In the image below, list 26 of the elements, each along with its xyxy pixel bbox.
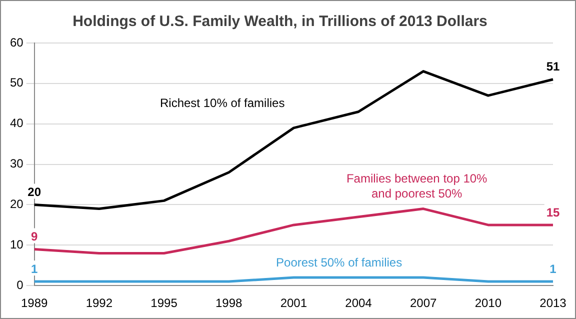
x-tick-label: 2010 bbox=[474, 296, 502, 310]
x-tick-label: 2001 bbox=[280, 296, 308, 310]
data-label: 1 bbox=[550, 262, 557, 276]
y-tick-label: 10 bbox=[10, 237, 24, 252]
data-label: 20 bbox=[28, 185, 42, 200]
x-tick-label: 2013 bbox=[540, 296, 567, 310]
x-tick-label: 1989 bbox=[20, 296, 48, 310]
series-label: Richest 10% of families bbox=[160, 96, 285, 110]
series-label: Poorest 50% of families bbox=[276, 256, 402, 270]
y-tick-label: 20 bbox=[10, 197, 24, 212]
x-tick-label: 1995 bbox=[150, 296, 178, 310]
x-tick-label: 1998 bbox=[215, 296, 243, 310]
data-label: 1 bbox=[31, 262, 38, 276]
x-tick-label: 1992 bbox=[86, 296, 113, 310]
y-tick-label: 50 bbox=[10, 76, 24, 90]
x-tick-label: 2007 bbox=[410, 296, 438, 310]
series-label: Families between top 10% and poorest 50% bbox=[346, 171, 488, 200]
chart-title: Holdings of U.S. Family Wealth, in Trillions of 2013 Dollars bbox=[72, 13, 488, 30]
data-label: 9 bbox=[31, 230, 38, 244]
y-tick-label: 30 bbox=[10, 156, 24, 171]
x-tick-label: 2004 bbox=[345, 296, 372, 310]
y-tick-label: 60 bbox=[10, 35, 24, 50]
y-tick-label: 0 bbox=[16, 278, 24, 292]
data-label: 51 bbox=[546, 60, 560, 74]
y-tick-label: 40 bbox=[10, 116, 24, 130]
data-label: 15 bbox=[546, 205, 560, 220]
